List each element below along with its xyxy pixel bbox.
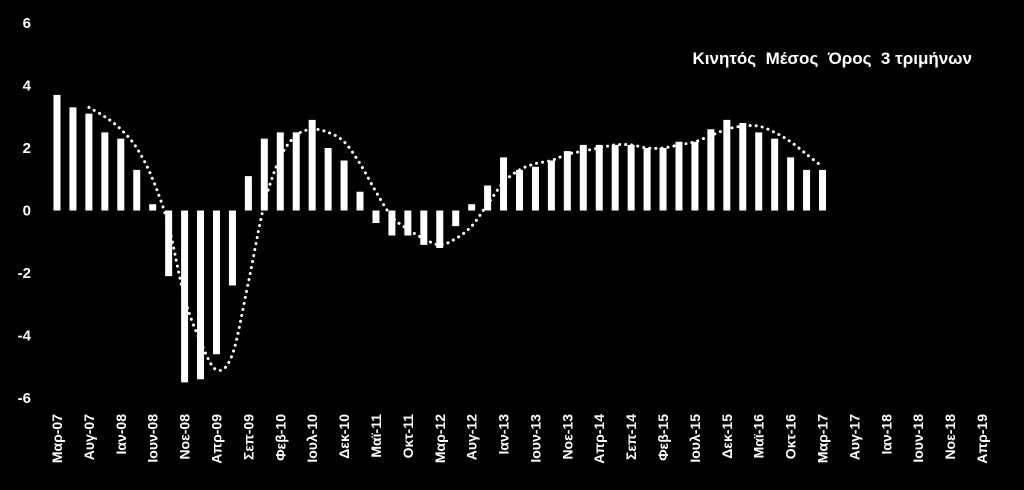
bar bbox=[212, 210, 220, 355]
bar bbox=[340, 160, 348, 211]
bar bbox=[803, 169, 811, 211]
x-tick-label: Μαρ-17 bbox=[815, 414, 831, 463]
x-tick-label: Ιαν-13 bbox=[496, 414, 512, 455]
bar bbox=[85, 113, 93, 211]
x-tick-label: Αυγ-12 bbox=[464, 414, 480, 460]
y-tick-label: 4 bbox=[23, 78, 32, 95]
bar bbox=[468, 204, 476, 211]
x-tick-label: Μαϊ-16 bbox=[751, 414, 767, 459]
x-tick-label: Αυγ-17 bbox=[846, 414, 862, 460]
x-tick-label: Μαρ-07 bbox=[49, 414, 65, 463]
x-tick-label: Ιουν-08 bbox=[145, 414, 161, 463]
x-tick-label: Αυγ-07 bbox=[81, 414, 97, 460]
x-tick-label: Ιαν-18 bbox=[878, 414, 894, 455]
bar bbox=[563, 151, 571, 211]
bar bbox=[53, 94, 61, 211]
bar bbox=[675, 141, 683, 211]
x-tick-label: Οκτ-11 bbox=[400, 414, 416, 459]
y-tick-label: -4 bbox=[18, 328, 32, 345]
bar bbox=[484, 185, 492, 211]
x-tick-label: Δεκ-10 bbox=[336, 414, 352, 459]
y-axis: 6 4 2 0 -2 -4 -6 bbox=[18, 15, 32, 407]
x-tick-label: Φεβ-15 bbox=[655, 414, 671, 461]
moving-average-legend-label: Κινητός Μέσος Όρος 3 τριμήνων bbox=[693, 49, 973, 68]
x-tick-label: Ιουλ-15 bbox=[687, 414, 703, 463]
bar bbox=[420, 210, 428, 245]
x-tick-label: Μαρ-12 bbox=[432, 414, 448, 463]
bar bbox=[516, 169, 523, 211]
bar bbox=[356, 191, 364, 211]
x-tick-label: Σεπ-09 bbox=[240, 414, 256, 460]
bar bbox=[595, 144, 603, 211]
x-tick-label: Νοε-13 bbox=[559, 414, 575, 460]
bar bbox=[500, 157, 508, 211]
bar bbox=[69, 107, 77, 211]
bar bbox=[579, 144, 587, 211]
bar bbox=[244, 176, 252, 211]
bar bbox=[611, 144, 619, 211]
bar bbox=[149, 204, 157, 211]
x-tick-label: Ιουν-13 bbox=[527, 414, 543, 463]
bar bbox=[372, 210, 380, 223]
x-tick-label: Νοε-18 bbox=[942, 414, 958, 460]
x-tick-label: Φεβ-10 bbox=[272, 414, 288, 461]
bar bbox=[707, 129, 715, 211]
x-tick-label: Ιουλ-10 bbox=[304, 414, 320, 463]
bar-series bbox=[53, 94, 827, 383]
bar bbox=[819, 169, 827, 211]
bar bbox=[643, 148, 651, 211]
x-tick-label: Απρ-14 bbox=[591, 414, 607, 464]
y-tick-label: 2 bbox=[23, 140, 31, 157]
x-tick-label: Δεκ-15 bbox=[719, 414, 735, 459]
bar bbox=[197, 210, 205, 380]
bar bbox=[436, 210, 444, 248]
x-tick-label: Ιουν-18 bbox=[910, 414, 926, 463]
x-tick-label: Νοε-08 bbox=[177, 414, 193, 460]
bar bbox=[308, 119, 316, 211]
bar bbox=[723, 119, 731, 211]
bar bbox=[787, 157, 795, 211]
moving-average-line bbox=[87, 105, 825, 372]
bar bbox=[627, 144, 635, 211]
bar bbox=[755, 132, 763, 211]
bar bbox=[276, 132, 284, 211]
x-tick-label: Μαϊ-11 bbox=[368, 414, 384, 458]
bar bbox=[388, 210, 396, 236]
y-tick-label: -2 bbox=[18, 265, 31, 282]
bar bbox=[659, 148, 667, 211]
x-axis: Μαρ-07 Αυγ-07 Ιαν-08 Ιουν-08 Νοε-08 Απρ-09 Σεπ… bbox=[49, 414, 990, 464]
bar bbox=[133, 169, 141, 211]
x-tick-label: Ιαν-08 bbox=[113, 414, 129, 455]
bar bbox=[739, 123, 747, 211]
y-tick-label: 6 bbox=[23, 15, 31, 32]
y-tick-label: 0 bbox=[23, 203, 31, 220]
bar bbox=[771, 138, 779, 211]
x-tick-label: Σεπ-14 bbox=[623, 414, 639, 460]
y-tick-label: -6 bbox=[18, 390, 31, 407]
bar bbox=[101, 132, 109, 211]
bar bbox=[260, 138, 268, 211]
bar bbox=[165, 210, 173, 277]
bar bbox=[228, 210, 236, 286]
bar bbox=[404, 210, 412, 236]
x-tick-label: Απρ-09 bbox=[208, 414, 224, 464]
bar bbox=[452, 210, 460, 227]
x-tick-label: Απρ-19 bbox=[974, 414, 990, 464]
bar bbox=[531, 166, 539, 211]
x-tick-label: Οκτ-16 bbox=[783, 414, 799, 459]
moving-average-series bbox=[87, 105, 825, 372]
bar bbox=[324, 148, 332, 211]
bar bbox=[691, 141, 699, 211]
bar bbox=[292, 132, 300, 211]
bar bbox=[547, 160, 555, 211]
bar bbox=[117, 138, 125, 211]
